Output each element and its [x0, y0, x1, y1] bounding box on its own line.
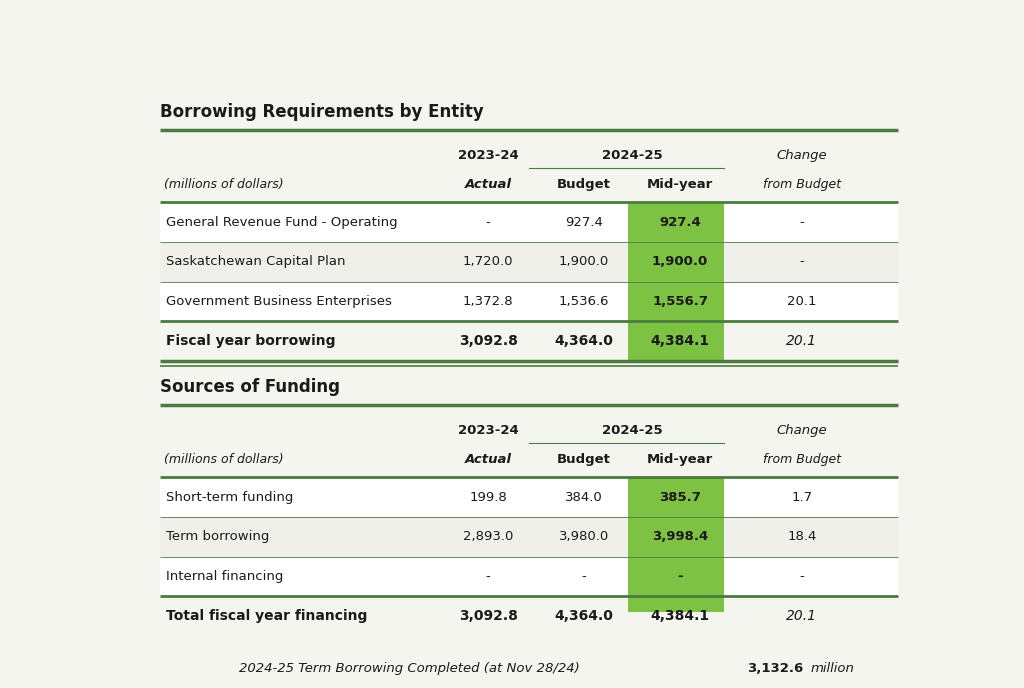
Bar — [629, 202, 724, 242]
Text: -: - — [800, 570, 804, 583]
Text: 2024-25: 2024-25 — [602, 149, 663, 162]
Bar — [160, 202, 898, 242]
Text: -: - — [800, 255, 804, 268]
Bar — [629, 517, 724, 557]
Text: 199.8: 199.8 — [469, 491, 507, 504]
Text: Mid-year: Mid-year — [647, 453, 713, 466]
Text: -: - — [485, 570, 490, 583]
Bar — [160, 477, 898, 517]
Text: -: - — [677, 570, 683, 583]
Text: -: - — [485, 215, 490, 228]
Text: 1,372.8: 1,372.8 — [463, 295, 513, 308]
Text: 2024-25 Term Borrowing Completed (at Nov 28/24): 2024-25 Term Borrowing Completed (at Nov… — [239, 662, 580, 675]
Text: Change: Change — [776, 424, 827, 437]
Bar — [629, 242, 724, 282]
Text: 385.7: 385.7 — [659, 491, 701, 504]
Text: Government Business Enterprises: Government Business Enterprises — [166, 295, 392, 308]
Text: (millions of dollars): (millions of dollars) — [164, 178, 284, 191]
Bar — [160, 557, 898, 596]
Bar — [629, 477, 724, 517]
Text: (millions of dollars): (millions of dollars) — [164, 453, 284, 466]
Text: Budget: Budget — [557, 453, 611, 466]
Text: 3,998.4: 3,998.4 — [652, 530, 709, 544]
Text: 20.1: 20.1 — [786, 334, 817, 348]
Text: 3,092.8: 3,092.8 — [459, 334, 517, 348]
Text: 927.4: 927.4 — [659, 215, 701, 228]
Text: -: - — [582, 570, 587, 583]
Text: Saskatchewan Capital Plan: Saskatchewan Capital Plan — [166, 255, 345, 268]
Bar — [629, 282, 724, 321]
Text: -: - — [800, 215, 804, 228]
Text: 2023-24: 2023-24 — [458, 424, 518, 437]
Text: 3,980.0: 3,980.0 — [559, 530, 609, 544]
Text: 2,893.0: 2,893.0 — [463, 530, 513, 544]
Text: 3,132.6: 3,132.6 — [748, 662, 803, 675]
Text: 927.4: 927.4 — [565, 215, 603, 228]
Text: 1,720.0: 1,720.0 — [463, 255, 513, 268]
Text: Total fiscal year financing: Total fiscal year financing — [166, 610, 368, 623]
Text: Change: Change — [776, 149, 827, 162]
Text: Sources of Funding: Sources of Funding — [160, 378, 340, 396]
Text: 384.0: 384.0 — [565, 491, 603, 504]
Text: 1,900.0: 1,900.0 — [652, 255, 709, 268]
Bar — [629, 596, 724, 636]
Text: 20.1: 20.1 — [787, 295, 816, 308]
Text: 4,384.1: 4,384.1 — [650, 334, 710, 348]
Bar — [223, 649, 898, 687]
Text: Actual: Actual — [465, 453, 512, 466]
Text: from Budget: from Budget — [763, 453, 841, 466]
Text: 20.1: 20.1 — [786, 610, 817, 623]
Text: Internal financing: Internal financing — [166, 570, 284, 583]
Text: Mid-year: Mid-year — [647, 178, 713, 191]
Text: 1,900.0: 1,900.0 — [559, 255, 609, 268]
Text: Actual: Actual — [465, 178, 512, 191]
Text: 3,092.8: 3,092.8 — [459, 610, 517, 623]
Text: 1.7: 1.7 — [792, 491, 812, 504]
Text: 4,384.1: 4,384.1 — [650, 610, 710, 623]
Text: Borrowing Requirements by Entity: Borrowing Requirements by Entity — [160, 103, 483, 120]
Text: 18.4: 18.4 — [787, 530, 816, 544]
Bar — [629, 321, 724, 361]
Text: 4,364.0: 4,364.0 — [555, 610, 613, 623]
Text: General Revenue Fund - Operating: General Revenue Fund - Operating — [166, 215, 397, 228]
Text: from Budget: from Budget — [763, 178, 841, 191]
Text: million: million — [811, 662, 854, 675]
Text: 2024-25: 2024-25 — [602, 424, 663, 437]
Text: Fiscal year borrowing: Fiscal year borrowing — [166, 334, 336, 348]
Text: Short-term funding: Short-term funding — [166, 491, 294, 504]
Text: 2023-24: 2023-24 — [458, 149, 518, 162]
Bar — [160, 517, 898, 557]
Text: Term borrowing: Term borrowing — [166, 530, 269, 544]
Bar — [160, 282, 898, 321]
Text: Budget: Budget — [557, 178, 611, 191]
Bar — [160, 242, 898, 282]
Text: 4,364.0: 4,364.0 — [555, 334, 613, 348]
Text: 1,556.7: 1,556.7 — [652, 295, 708, 308]
Bar — [629, 557, 724, 596]
Text: 1,536.6: 1,536.6 — [559, 295, 609, 308]
